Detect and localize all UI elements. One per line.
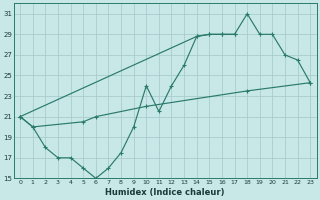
X-axis label: Humidex (Indice chaleur): Humidex (Indice chaleur) — [106, 188, 225, 197]
